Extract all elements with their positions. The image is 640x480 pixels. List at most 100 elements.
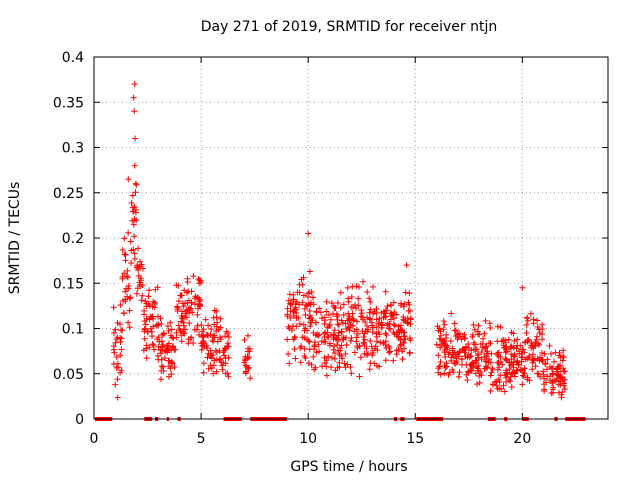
data-point — [536, 341, 543, 348]
data-point — [198, 321, 205, 328]
data-point — [186, 320, 193, 327]
data-point — [483, 358, 490, 365]
data-point — [526, 377, 533, 384]
data-point — [339, 329, 346, 336]
data-point — [311, 366, 318, 373]
y-tick-label: 0.3 — [62, 141, 84, 157]
data-point — [548, 350, 555, 357]
data-point — [476, 331, 483, 338]
data-point — [214, 319, 221, 326]
data-point — [200, 360, 207, 367]
data-point — [451, 320, 458, 327]
data-point — [119, 275, 126, 282]
y-tick-label: 0 — [75, 412, 84, 428]
data-point — [116, 321, 123, 328]
data-point — [472, 370, 479, 377]
data-point — [382, 330, 389, 337]
data-point — [160, 330, 167, 337]
data-point — [290, 297, 297, 304]
data-point — [225, 334, 232, 341]
data-point — [374, 347, 381, 354]
data-point — [213, 368, 220, 375]
data-point — [557, 381, 564, 388]
data-point — [110, 361, 117, 368]
data-point — [331, 327, 338, 334]
data-point — [210, 370, 217, 377]
data-point — [308, 289, 315, 296]
data-point — [310, 329, 317, 336]
data-point — [334, 341, 341, 348]
data-point — [443, 335, 450, 342]
data-point — [133, 264, 140, 271]
data-point — [478, 372, 485, 379]
data-point — [523, 329, 530, 336]
data-point — [326, 340, 333, 347]
data-point — [199, 342, 206, 349]
data-point — [205, 365, 212, 372]
data-point — [441, 348, 448, 355]
data-point — [133, 181, 140, 188]
data-point — [219, 366, 226, 373]
data-point — [451, 327, 458, 334]
data-point — [539, 321, 546, 328]
data-point — [193, 326, 200, 333]
data-point — [338, 352, 345, 359]
data-point — [129, 192, 136, 199]
data-point — [346, 327, 353, 334]
data-point — [224, 370, 231, 377]
data-point — [456, 333, 463, 340]
data-point — [395, 334, 402, 341]
data-point — [498, 338, 505, 345]
data-point — [180, 303, 187, 310]
data-point — [442, 364, 449, 371]
data-point — [355, 283, 362, 290]
data-point — [118, 367, 125, 374]
data-point — [144, 329, 151, 336]
data-point — [367, 360, 374, 367]
data-point — [540, 368, 547, 375]
data-point — [517, 342, 524, 349]
data-point — [524, 337, 531, 344]
data-point — [299, 334, 306, 341]
data-point — [363, 345, 370, 352]
data-point — [441, 370, 448, 377]
data-point — [305, 337, 312, 344]
data-point — [168, 326, 175, 333]
data-point — [560, 347, 567, 354]
data-point — [338, 317, 345, 324]
data-point — [170, 343, 177, 350]
data-point — [487, 372, 494, 379]
data-point — [304, 303, 311, 310]
data-point — [353, 283, 360, 290]
data-point — [333, 311, 340, 318]
data-point — [461, 335, 468, 342]
data-point — [135, 272, 142, 279]
data-point — [312, 319, 319, 326]
data-point — [361, 341, 368, 348]
data-point — [205, 322, 212, 329]
data-point — [549, 370, 556, 377]
data-point — [199, 328, 206, 335]
data-point — [353, 338, 360, 345]
data-point — [378, 324, 385, 331]
data-point — [519, 381, 526, 388]
data-point — [510, 344, 517, 351]
data-point — [130, 221, 137, 228]
data-point — [139, 292, 146, 299]
data-point — [364, 288, 371, 295]
data-point — [373, 324, 380, 331]
y-tick-label: 0.05 — [53, 367, 84, 383]
data-point — [131, 81, 138, 88]
data-point — [196, 298, 203, 305]
data-point — [542, 361, 549, 368]
data-point — [493, 382, 500, 389]
data-point — [521, 370, 528, 377]
data-point — [192, 293, 199, 300]
data-point — [124, 274, 131, 281]
data-point — [390, 357, 397, 364]
data-point — [291, 333, 298, 340]
data-point — [536, 329, 543, 336]
data-point — [335, 321, 342, 328]
data-point — [342, 320, 349, 327]
data-point — [125, 285, 132, 292]
